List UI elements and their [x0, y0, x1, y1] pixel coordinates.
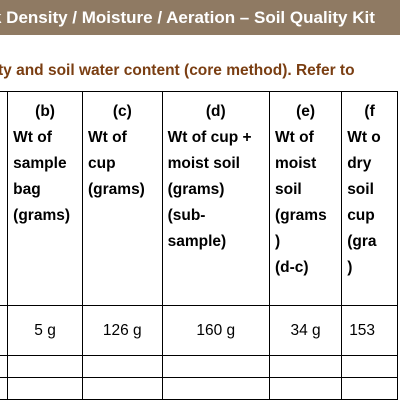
table-cell: [82, 377, 163, 400]
instructions-line: ty and soil water content (core method).…: [0, 59, 400, 83]
table-cell: [0, 377, 9, 400]
header-line: sample: [13, 155, 67, 172]
header-line: bag: [13, 181, 41, 198]
header-line: soil: [347, 181, 374, 198]
header-row: (b) Wt of sample bag (grams) (c) Wt of c…: [0, 91, 398, 306]
table-cell: 34 g: [268, 305, 343, 356]
table-cell: [7, 355, 83, 378]
column-header-c: (c) Wt of cup (grams): [82, 91, 163, 306]
table-cell: 126 g: [82, 305, 163, 356]
header-line: ): [347, 259, 353, 276]
table-cell: [7, 377, 83, 400]
table-cell: 5 g: [7, 305, 83, 356]
column-letter: (f: [364, 103, 375, 120]
header-line: (grams: [275, 207, 327, 224]
header-line: (sub-: [167, 207, 206, 224]
header-line: moist soil: [167, 155, 240, 172]
table-row: [0, 355, 398, 378]
column-letter: (e): [296, 103, 316, 120]
column-header-d: (d) Wt of cup + moist soil (grams) (sub-…: [161, 91, 271, 306]
header-line: moist: [275, 155, 317, 172]
header-line: Wt of cup +: [167, 129, 252, 146]
table-cell: [341, 355, 398, 378]
header-line: cup: [88, 155, 116, 172]
table-cell: [161, 355, 271, 378]
header-line: Wt of: [88, 129, 127, 146]
table-cell: 153: [341, 305, 398, 356]
header-line: (d-c): [275, 259, 309, 276]
table-cell: [0, 355, 9, 378]
column-header-b: (b) Wt of sample bag (grams): [7, 91, 83, 306]
column-header-a: [0, 91, 9, 306]
header-line: soil: [275, 181, 302, 198]
instructions-text: ty and soil water content (core method).…: [0, 62, 355, 79]
document-title: k Density / Moisture / Aeration – Soil Q…: [0, 8, 375, 27]
header-line: (gra: [347, 233, 377, 250]
header-line: ): [275, 233, 281, 250]
header-line: dry: [347, 155, 372, 172]
header-line: (grams): [167, 181, 225, 198]
table-cell: [161, 377, 271, 400]
title-banner: k Density / Moisture / Aeration – Soil Q…: [0, 0, 400, 35]
column-header-e: (e) Wt of moist soil (grams ) (d-c): [268, 91, 343, 306]
header-line: sample): [167, 233, 227, 250]
table-cell: 160 g: [161, 305, 271, 356]
data-table-container: (b) Wt of sample bag (grams) (c) Wt of c…: [0, 91, 400, 400]
table-cell: [341, 377, 398, 400]
column-letter: (d): [205, 103, 226, 120]
table-cell: [268, 355, 343, 378]
header-line: Wt of: [13, 129, 52, 146]
data-table: (b) Wt of sample bag (grams) (c) Wt of c…: [0, 91, 398, 400]
column-letter: (b): [35, 103, 55, 120]
table-cell: [82, 355, 163, 378]
header-line: (grams): [88, 181, 145, 198]
header-line: cup: [347, 207, 375, 224]
table-row: [0, 377, 398, 400]
column-letter: (c): [112, 103, 132, 120]
header-line: Wt o: [347, 129, 381, 146]
column-header-f: (f Wt o dry soil cup (gra ): [341, 91, 398, 306]
header-line: Wt of: [275, 129, 314, 146]
table-cell: [0, 305, 9, 356]
header-line: (grams): [13, 207, 71, 224]
table-row: 5 g 126 g 160 g 34 g 153: [0, 305, 398, 356]
table-cell: [268, 377, 343, 400]
